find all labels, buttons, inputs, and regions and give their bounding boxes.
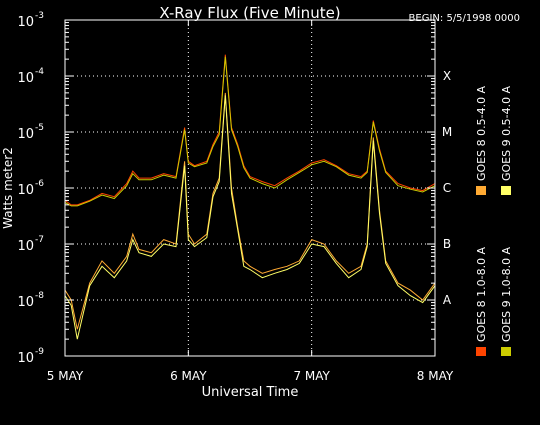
x-tick-label: 6 MAY: [170, 369, 207, 383]
y-tick-exponent: -8: [35, 291, 44, 301]
begin-label: BEGIN: 5/5/1998 0000: [409, 13, 520, 24]
legend-label: GOES 9 0.5-4.0 A: [500, 85, 513, 181]
legend: GOES 8 1.0-8.0 A GOES 9 1.0-8.0 A GOES 8 0…: [475, 85, 513, 356]
x-tick-label: 5 MAY: [47, 369, 84, 383]
flare-class-label: B: [443, 237, 451, 251]
legend-swatch: [476, 347, 486, 356]
y-tick-label: 10: [17, 127, 34, 142]
y-tick-label: 10: [17, 15, 34, 30]
y-tick-label: 10: [17, 295, 34, 310]
grid-layer: [65, 20, 435, 356]
legend-label: GOES 9 1.0-8.0 A: [500, 246, 513, 342]
legend-swatch: [476, 186, 486, 195]
x-tick-label: 7 MAY: [293, 369, 330, 383]
series-line-3: [64, 95, 436, 340]
flare-class-labels: X M C B A: [442, 69, 452, 307]
flare-class-label: A: [443, 293, 452, 307]
x-axis-label: Universal Time: [202, 385, 299, 400]
y-tick-exponent: -3: [35, 11, 44, 21]
y-tick-exponent: -7: [35, 235, 44, 245]
legend-label: GOES 8 0.5-4.0 A: [475, 85, 488, 181]
legend-label: GOES 8 1.0-8.0 A: [475, 246, 488, 342]
series-layer: [64, 54, 436, 340]
y-tick-label: 10: [17, 71, 34, 86]
flare-class-label: M: [442, 125, 452, 139]
series-line-4: [64, 56, 436, 207]
flare-class-label: C: [443, 181, 451, 195]
y-tick-label: 10: [17, 351, 34, 366]
y-tick-exponent: -9: [35, 347, 44, 357]
legend-swatch: [501, 347, 511, 356]
y-axis-label: Watts meter2: [1, 147, 15, 229]
flare-class-label: X: [443, 69, 451, 83]
series-line-1: [64, 54, 436, 206]
y-tick-label: 10: [17, 239, 34, 254]
x-axis-ticks: 5 MAY 6 MAY 7 MAY 8 MAY: [47, 20, 454, 383]
y-axis-ticks: 10-910-810-710-610-510-410-3: [17, 11, 435, 366]
y-tick-exponent: -5: [35, 123, 44, 133]
legend-swatch: [501, 186, 511, 195]
y-tick-label: 10: [17, 183, 34, 198]
x-tick-label: 8 MAY: [417, 369, 454, 383]
y-tick-exponent: -6: [35, 179, 44, 189]
chart-title: X-Ray Flux (Five Minute): [159, 4, 340, 22]
y-tick-exponent: -4: [35, 67, 44, 77]
